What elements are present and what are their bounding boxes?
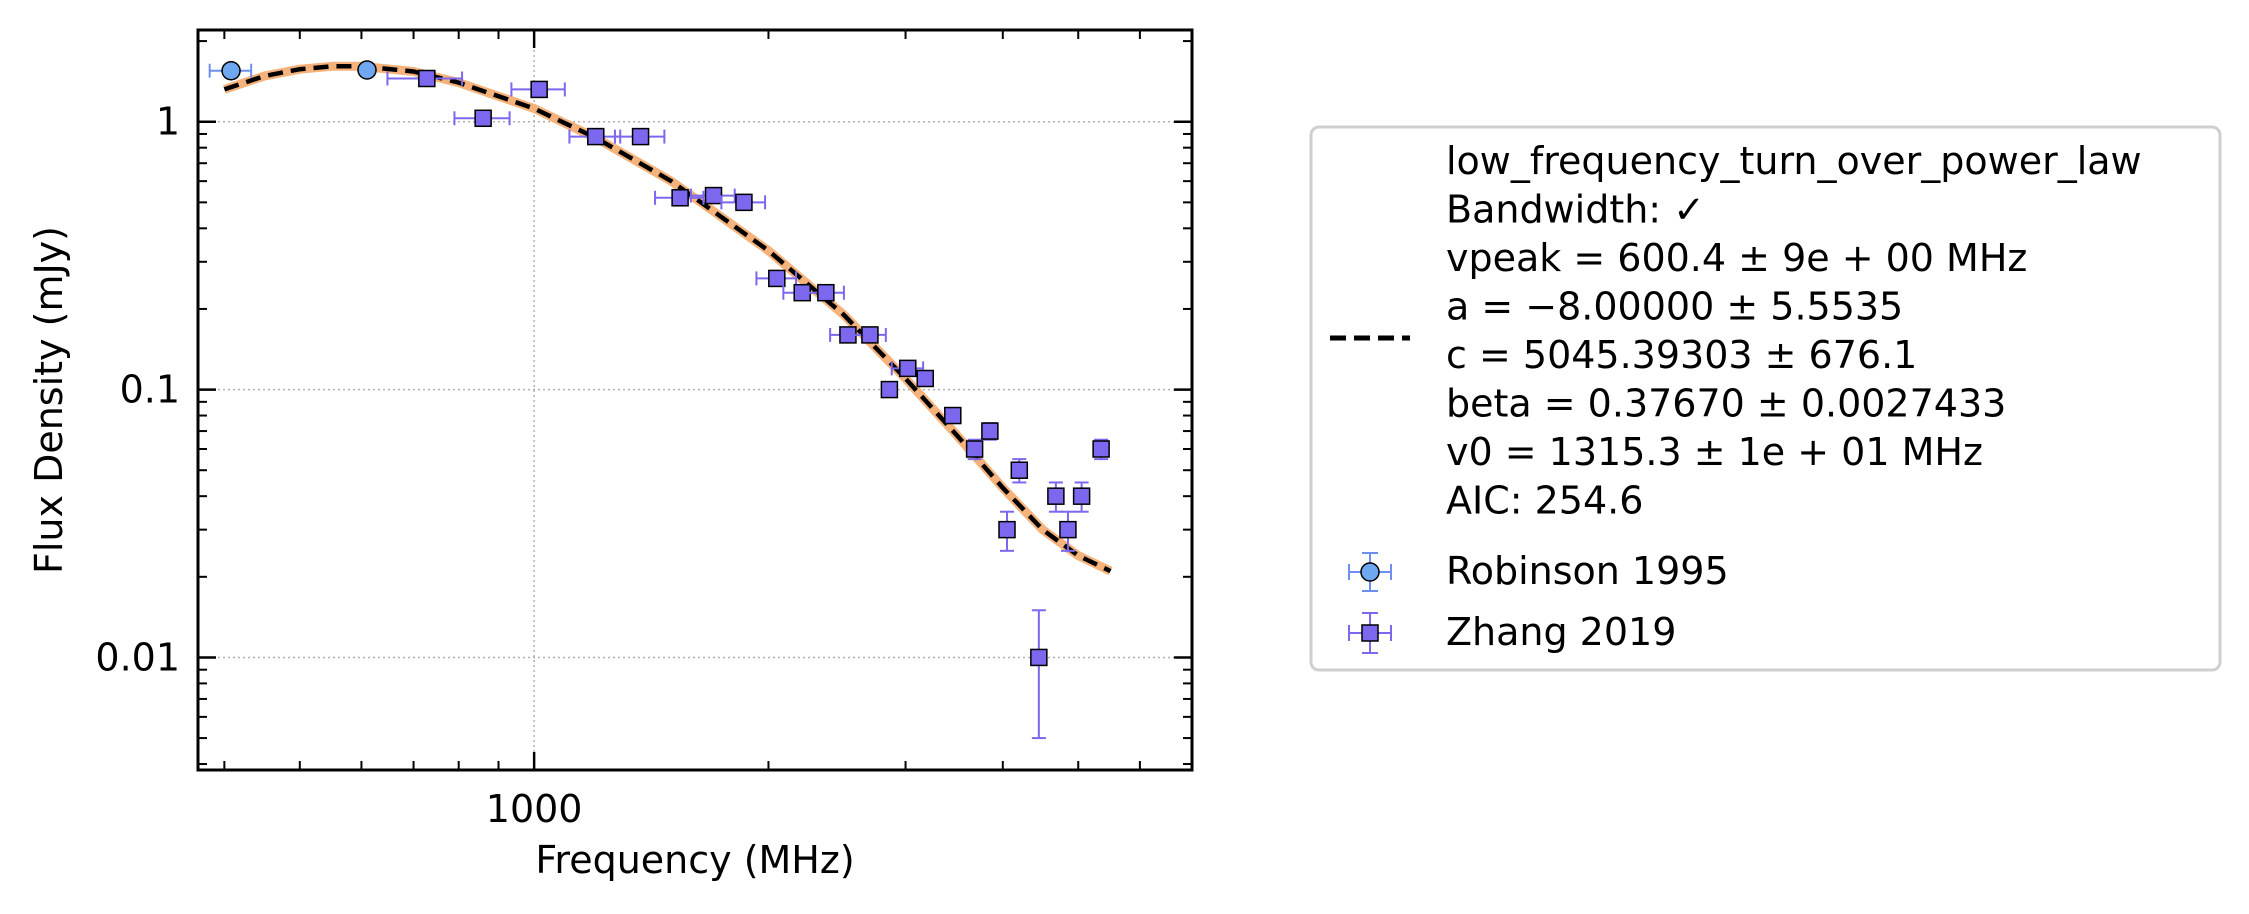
- zhang-2019-point: [1072, 481, 1091, 513]
- zhang-2019-point: [720, 193, 767, 212]
- zhang-2019-point: [880, 380, 899, 399]
- square-marker: [418, 69, 436, 88]
- zhang-2019-point: [981, 422, 999, 441]
- legend-fit-line: c = 5045.39303 ± 676.1: [1446, 333, 1917, 377]
- square-marker: [1030, 648, 1048, 667]
- plot-frame: [196, 28, 1194, 772]
- square-marker: [1047, 487, 1065, 505]
- square-marker: [916, 369, 934, 388]
- zhang-2019-point: [755, 269, 798, 288]
- zhang-2019-point: [1059, 510, 1077, 552]
- square-marker: [631, 127, 650, 146]
- robinson-1995-point: [208, 60, 253, 81]
- legend-fit-text: low_frequency_turn_over_power_law Bandwid…: [1446, 139, 2142, 523]
- square-marker: [704, 186, 723, 205]
- legend-robinson-label: Robinson 1995: [1446, 549, 1729, 593]
- legend-robinson-swatch: [1348, 552, 1392, 592]
- zhang-2019-point: [654, 189, 705, 207]
- circle-marker: [221, 60, 241, 81]
- zhang-2019-point: [965, 438, 984, 461]
- square-marker: [880, 380, 899, 399]
- square-marker: [981, 422, 999, 440]
- square-marker: [1010, 461, 1029, 479]
- zhang-2019-point: [1047, 481, 1065, 513]
- robinson-1995-point: [357, 60, 377, 80]
- legend-fit-line: AIC: 254.6: [1446, 479, 1643, 523]
- zhang-2019-point: [613, 127, 666, 146]
- series-zhang-2019: [386, 69, 1110, 740]
- legend-fit-line: low_frequency_turn_over_power_law: [1446, 139, 2142, 183]
- square-marker: [1059, 520, 1077, 539]
- legend-fit-line: vpeak = 600.4 ± 9e + 00 MHz: [1446, 236, 2027, 280]
- grid-lines: [198, 30, 1192, 770]
- y-tick-label: 0.01: [95, 635, 180, 679]
- axis-ticks: [198, 30, 1193, 770]
- y-axis-label: Flux Density (mJy): [27, 226, 71, 574]
- square-marker: [735, 193, 753, 212]
- legend-fit-line: beta = 0.37670 ± 0.0027433: [1446, 382, 2006, 426]
- legend-zhang-swatch: [1348, 612, 1392, 654]
- zhang-2019-point: [944, 406, 962, 425]
- zhang-2019-point: [805, 283, 845, 302]
- square-marker: [768, 269, 786, 288]
- square-marker: [1072, 487, 1091, 505]
- legend: low_frequency_turn_over_power_law Bandwid…: [1309, 125, 2222, 672]
- zhang-2019-point: [852, 326, 887, 344]
- data-points-layer: [208, 60, 1110, 740]
- y-tick-label: 0.1: [120, 368, 180, 412]
- square-marker: [899, 359, 917, 378]
- legend-box: [1309, 125, 2222, 672]
- fit-curve-line: [223, 64, 1112, 574]
- x-tick-label: 1000: [486, 787, 583, 831]
- square-marker: [998, 520, 1016, 539]
- zhang-2019-point: [1010, 458, 1029, 484]
- square-marker: [1092, 440, 1110, 458]
- tick-labels: 1000 1 0.1 0.01: [95, 100, 582, 831]
- x-axis-label: Frequency (MHz): [535, 838, 854, 882]
- circle-marker: [357, 60, 377, 80]
- square-marker: [671, 189, 689, 207]
- zhang-2019-point: [453, 109, 511, 128]
- legend-zhang-label: Zhang 2019: [1446, 610, 1676, 654]
- zhang-2019-point: [689, 186, 736, 205]
- square-marker: [530, 80, 548, 99]
- y-tick-label: 1: [156, 100, 180, 144]
- zhang-2019-point: [890, 359, 925, 378]
- series-robinson-1995: [208, 60, 377, 81]
- square-marker: [474, 109, 492, 128]
- zhang-2019-point: [386, 69, 464, 88]
- zhang-2019-point: [1092, 438, 1110, 461]
- zhang-2019-point: [510, 80, 566, 99]
- fit-uncertainty-band: [222, 61, 1113, 576]
- square-marker: [944, 406, 962, 425]
- square-marker: [861, 326, 879, 344]
- square-marker: [965, 440, 984, 458]
- legend-fit-line: a = −8.00000 ± 5.5535: [1446, 285, 1903, 329]
- fit-layer: [222, 61, 1113, 576]
- square-marker: [587, 127, 605, 146]
- legend-fit-line: Bandwidth: ✓: [1446, 188, 1705, 232]
- square-marker: [817, 283, 835, 302]
- legend-fit-line: v0 = 1315.3 ± 1e + 01 MHz: [1446, 430, 1983, 474]
- zhang-2019-point: [916, 369, 934, 388]
- zhang-2019-point: [998, 510, 1016, 552]
- zhang-2019-point: [1030, 609, 1048, 740]
